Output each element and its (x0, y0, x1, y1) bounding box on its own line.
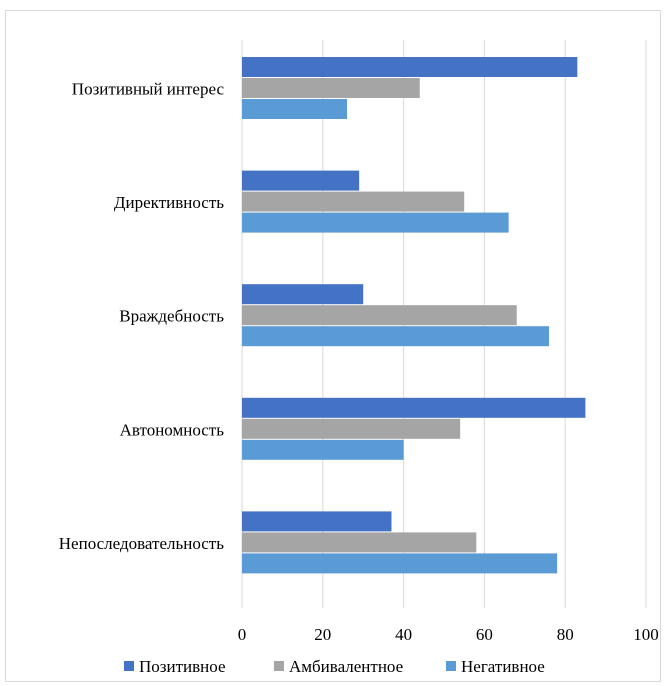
bar-positive (242, 397, 586, 418)
x-tick-label: 60 (476, 625, 493, 644)
bar-ambivalent (242, 191, 465, 212)
bar-positive (242, 511, 392, 532)
legend-label: Амбивалентное (289, 657, 403, 676)
legend-swatch (274, 661, 284, 671)
x-tick-label: 20 (314, 625, 331, 644)
legend-label: Позитивное (139, 657, 226, 676)
x-tick-label: 0 (238, 625, 247, 644)
bar-negative (242, 212, 509, 233)
category-label: Позитивный интерес (72, 80, 225, 99)
bar-negative (242, 99, 348, 119)
bar-positive (242, 57, 578, 77)
bar-ambivalent (242, 418, 461, 439)
bar-ambivalent (242, 78, 420, 98)
bar-positive (242, 170, 360, 191)
bar-negative (242, 326, 550, 347)
category-label: Непоследовательность (59, 534, 224, 553)
category-label: Директивность (114, 193, 224, 212)
bar-negative (242, 439, 404, 460)
bar-ambivalent (242, 532, 477, 553)
bar-ambivalent (242, 305, 517, 326)
category-label: Автономность (120, 420, 225, 439)
category-label: Враждебность (119, 307, 224, 326)
x-tick-label: 40 (395, 625, 412, 644)
x-tick-label: 80 (557, 625, 574, 644)
bar-negative (242, 553, 558, 574)
x-tick-label: 100 (633, 625, 659, 644)
legend-label: Негативное (461, 657, 545, 676)
legend-swatch (446, 661, 456, 671)
legend-swatch (124, 661, 134, 671)
bar-positive (242, 284, 364, 305)
